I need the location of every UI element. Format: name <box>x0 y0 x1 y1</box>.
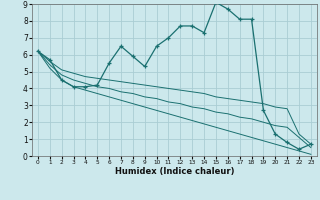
X-axis label: Humidex (Indice chaleur): Humidex (Indice chaleur) <box>115 167 234 176</box>
